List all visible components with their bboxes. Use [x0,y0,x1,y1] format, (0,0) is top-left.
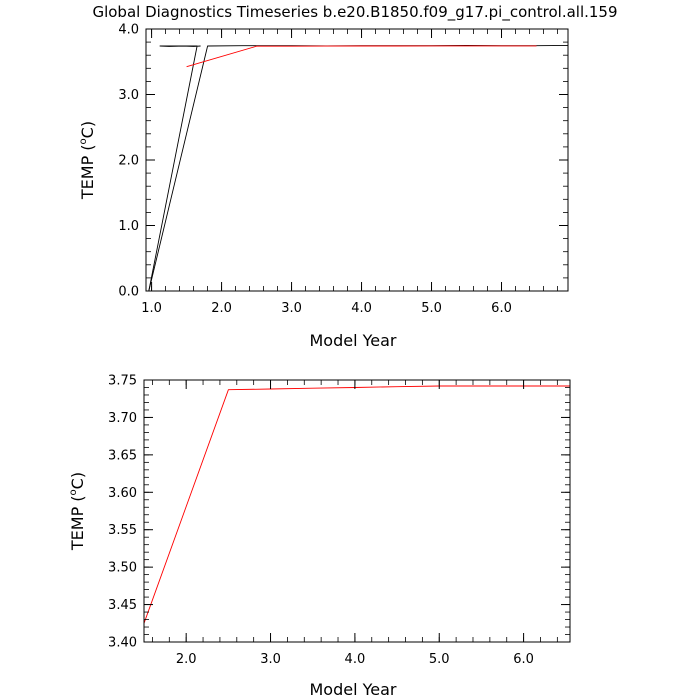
bottom-panel-series [143,385,570,624]
chart-title: Global Diagnostics Timeseries b.e20.B185… [92,3,617,22]
bottom-panel-y-tick-label: 3.75 [108,374,137,389]
bottom-panel-x-tick-label: 4.0 [345,652,366,667]
bottom-panel-y-tick-label: 3.40 [108,636,137,651]
bottom-panel-y-tick-label: 3.60 [108,486,137,501]
top-panel-y-tick-label: 1.0 [118,219,139,234]
bottom-panel-ticks [144,379,570,643]
bottom-panel: 2.0 3.0 4.0 5.0 6.0 3.40 3.45 3.50 3.55 3.60 3.65 3… [68,374,571,699]
bottom-panel-series-line-1 [143,385,570,624]
bottom-panel-y-tick-label: 3.45 [108,598,137,613]
top-panel-x-tick-label: 3.0 [281,301,302,316]
top-panel-y-axis-degree-sign: o [78,138,89,144]
top-panel-y-axis-unit: C) [78,121,97,138]
top-panel-series-line-1 [148,45,201,292]
bottom-panel-y-tick-label: 3.65 [108,448,137,463]
bottom-panel-y-tick-label: 3.70 [108,411,137,426]
bottom-panel-y-axis-label: TEMP (oC) [68,472,87,551]
top-panel-series-line-3 [186,45,537,68]
bottom-panel-x-tick-label: 6.0 [513,652,534,667]
top-panel-y-axis-label: TEMP (oC) [78,121,97,200]
bottom-panel-plot-frame [143,379,571,643]
top-panel-ticks [146,28,568,292]
bottom-panel-y-axis-degree-sign: o [68,489,79,495]
top-panel-tick-labels: 1.0 2.0 3.0 4.0 5.0 6.00.01.02.03.04.0 [118,23,512,317]
top-panel-y-tick-label: 4.0 [118,23,139,38]
top-panel-x-tick-label: 4.0 [351,301,372,316]
bottom-panel-x-tick-label: 2.0 [176,652,197,667]
bottom-panel-x-tick-label: 3.0 [260,652,281,667]
top-panel-y-tick-label: 3.0 [118,88,139,103]
top-panel-x-tick-label: 2.0 [211,301,232,316]
top-panel-x-tick-label: 6.0 [491,301,512,316]
top-panel-y-tick-label: 0.0 [118,285,139,300]
top-panel-x-axis-label: Model Year [310,331,397,350]
bottom-panel-y-tick-label: 3.50 [108,561,137,576]
bottom-panel-x-tick-label: 5.0 [429,652,450,667]
top-panel-y-tick-label: 2.0 [118,154,139,169]
top-panel-x-tick-label: 5.0 [421,301,442,316]
bottom-panel-y-tick-label: 3.55 [108,523,137,538]
bottom-panel-x-axis-label: Model Year [310,680,397,699]
bottom-panel-tick-labels: 2.0 3.0 4.0 5.0 6.0 3.40 3.45 3.50 3.55 3.60 3.65 3… [108,374,534,668]
top-panel-y-axis-label-text: TEMP ( [78,144,97,200]
top-panel-series [148,44,569,292]
top-panel-x-tick-label: 1.0 [141,301,162,316]
bottom-panel-y-axis-label-text: TEMP ( [68,495,87,551]
top-panel: 1.0 2.0 3.0 4.0 5.0 6.00.01.02.03.04.0 Model … [78,23,569,350]
bottom-panel-y-axis-unit: C) [68,472,87,489]
